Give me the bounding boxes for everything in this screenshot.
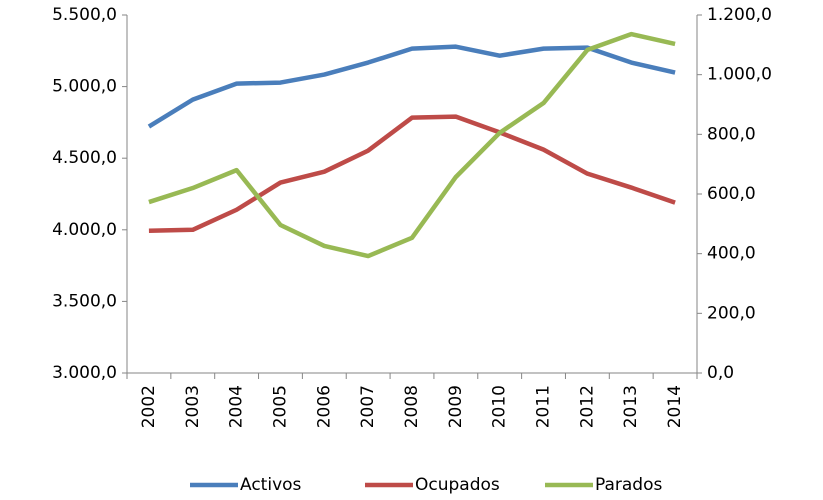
x-tick-label: 2002 <box>139 385 159 428</box>
x-tick-label: 2012 <box>577 385 597 428</box>
x-tick-label: 2006 <box>314 385 334 428</box>
y-tick-label: 4.500,0 <box>52 148 117 168</box>
series-line <box>148 31 676 259</box>
y2-tick-label: 800,0 <box>707 124 756 144</box>
x-tick-label: 2014 <box>665 385 685 428</box>
x-tick-label: 2009 <box>446 385 466 428</box>
y-tick-label: 5.500,0 <box>52 5 117 25</box>
x-tick-label: 2013 <box>621 385 641 428</box>
legend-label: Ocupados <box>415 475 500 495</box>
y2-tick-label: 600,0 <box>707 184 756 204</box>
x-tick-label: 2004 <box>227 385 247 428</box>
x-tick-label: 2011 <box>534 385 554 428</box>
y-tick-label: 3.000,0 <box>52 363 117 383</box>
y2-tick-label: 1.200,0 <box>707 5 772 25</box>
x-tick-label: 2008 <box>402 385 422 428</box>
x-tick-label: 2003 <box>183 385 203 428</box>
x-tick-label: 2010 <box>490 385 510 428</box>
x-tick-label: 2005 <box>270 385 290 428</box>
y2-tick-label: 0,0 <box>707 363 734 383</box>
legend-label: Parados <box>595 475 663 495</box>
series-line <box>147 44 676 129</box>
y2-tick-label: 1.000,0 <box>707 65 772 85</box>
x-tick-label: 2007 <box>358 385 378 428</box>
y-tick-label: 3.500,0 <box>52 291 117 311</box>
y2-tick-label: 200,0 <box>707 303 756 323</box>
legend-label: Activos <box>240 475 302 495</box>
series-line <box>148 114 676 234</box>
y-tick-label: 4.000,0 <box>52 220 117 240</box>
y-tick-label: 5.000,0 <box>52 77 117 97</box>
y2-tick-label: 400,0 <box>707 244 756 264</box>
